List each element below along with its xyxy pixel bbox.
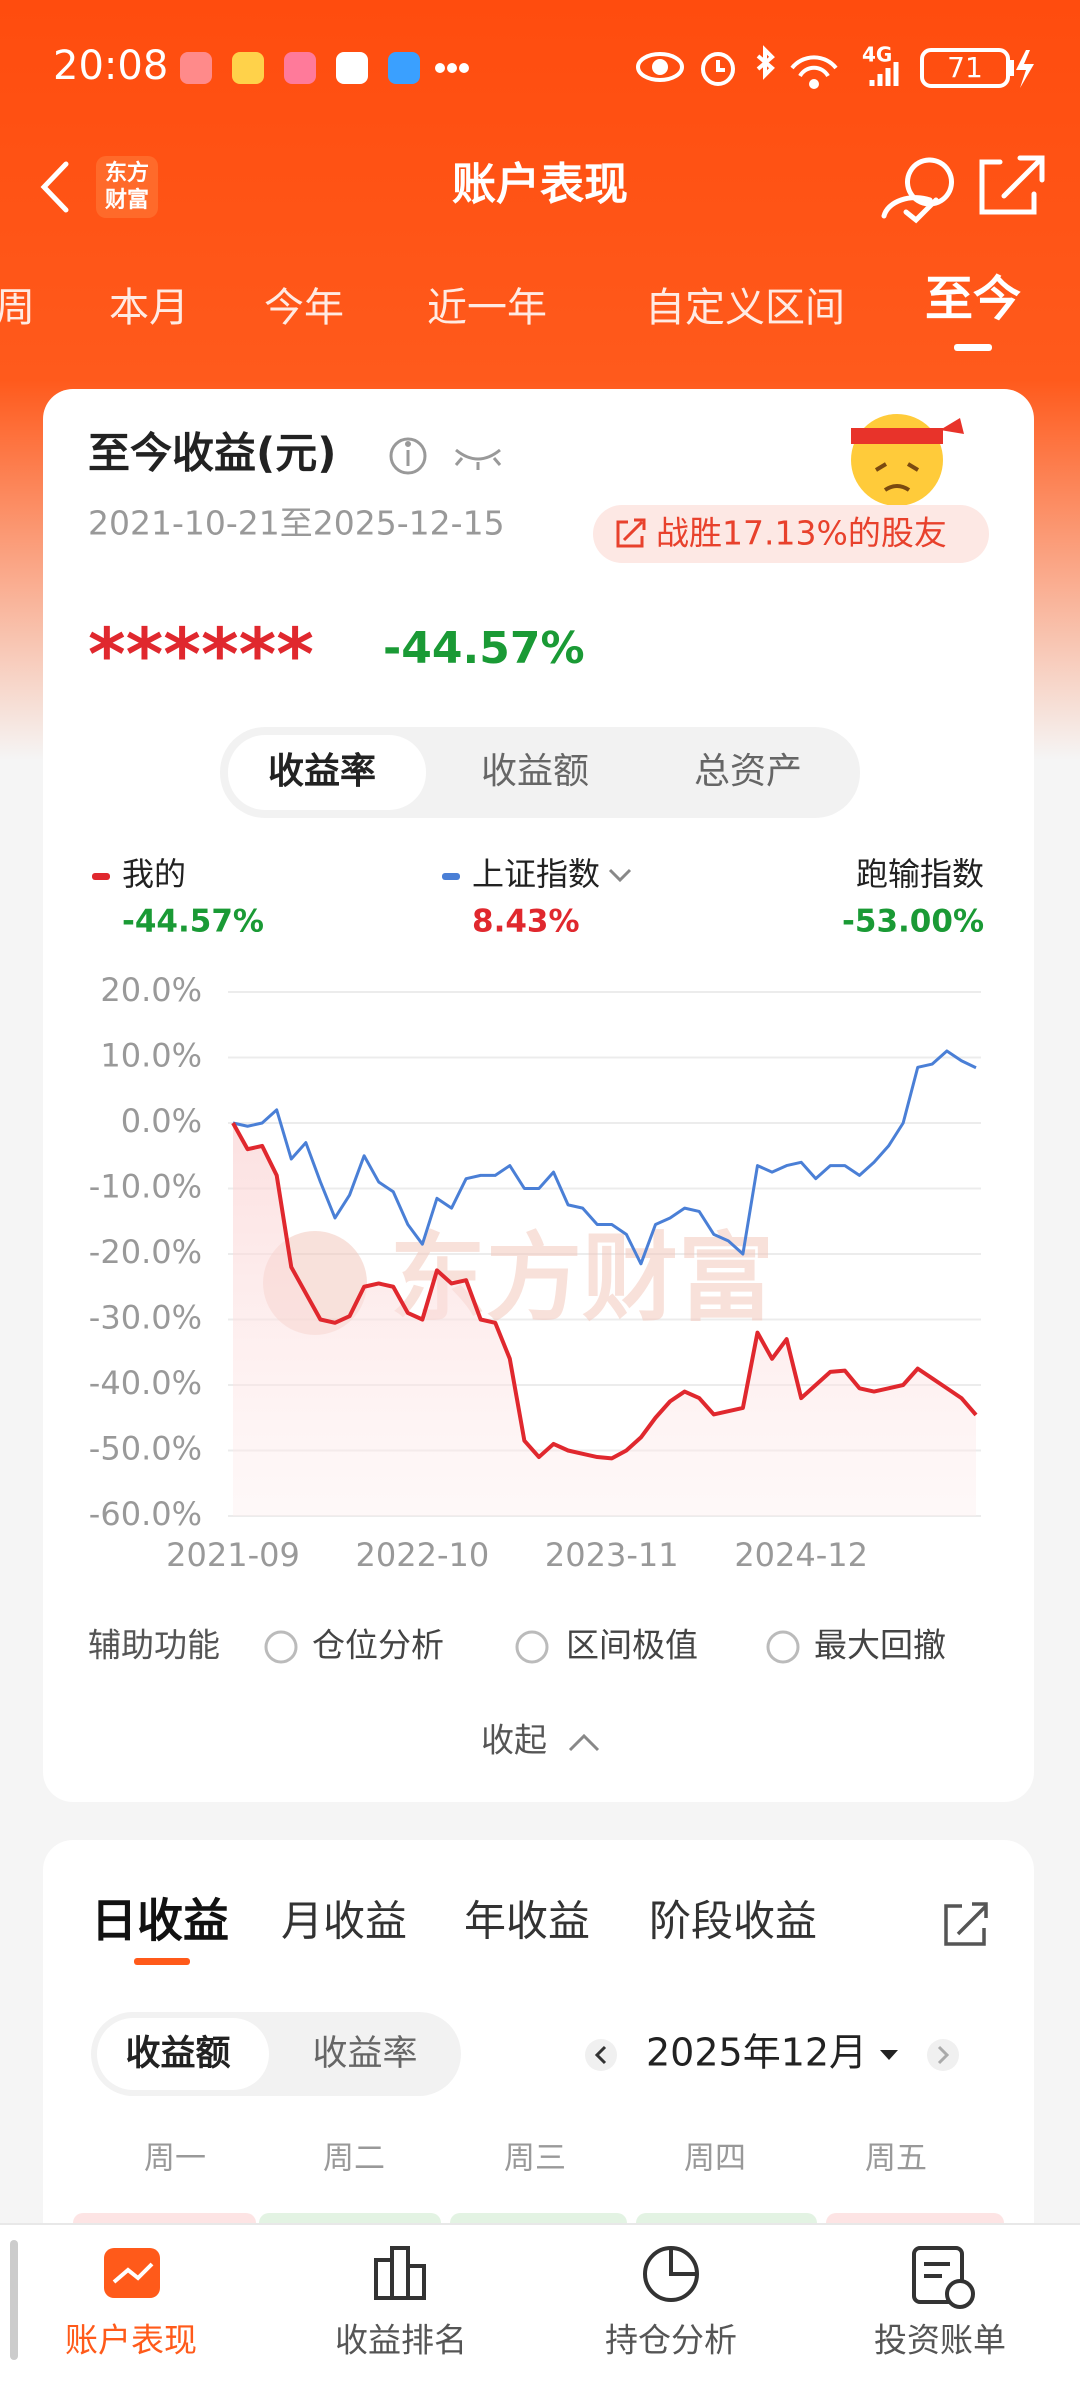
aux-option[interactable]: 仓位分析: [312, 1626, 444, 1665]
share-icon: [616, 518, 646, 548]
dropdown-icon: [608, 868, 632, 883]
tab-underline: [954, 344, 992, 351]
x-tick-label: 2023-11: [545, 1536, 679, 1574]
x-tick-label: 2024-12: [734, 1536, 868, 1574]
aux-option[interactable]: 最大回撤: [814, 1626, 946, 1665]
card-icons: [389, 437, 502, 475]
x-tick-label: 2021-09: [166, 1536, 300, 1574]
income-tab[interactable]: 日收益: [91, 1894, 229, 1948]
month-nav[interactable]: [585, 2039, 959, 2071]
metric-option[interactable]: 总资产: [694, 751, 802, 792]
amount-hidden: ******: [88, 613, 314, 697]
aux-label: 辅助功能: [88, 1626, 220, 1665]
period-tab[interactable]: 本月: [109, 285, 189, 331]
y-tick-label: 20.0%: [100, 971, 202, 1009]
status-time: 20:08: [53, 43, 168, 89]
y-tick-label: -40.0%: [89, 1364, 202, 1402]
legend-swatch: [442, 873, 460, 880]
nav-icons[interactable]: [104, 2246, 975, 2309]
battery-level: 71: [947, 51, 983, 84]
legend-value: -53.00%: [842, 904, 984, 940]
y-tick-label: -30.0%: [89, 1299, 202, 1337]
aux-radios[interactable]: [264, 1630, 800, 1664]
period-tab[interactable]: 自定义区间: [645, 285, 845, 331]
nav-label[interactable]: 投资账单: [874, 2321, 1006, 2360]
x-tick-label: 2022-10: [356, 1536, 490, 1574]
income-option[interactable]: 收益率: [312, 2034, 417, 2074]
period-tab[interactable]: 周: [0, 285, 35, 331]
logo-text: 东方: [105, 160, 149, 186]
scroll-indicator: [10, 2240, 18, 2360]
weekday: 周二: [323, 2141, 385, 2177]
month-label[interactable]: 2025年12月: [646, 2031, 867, 2075]
y-tick-label: -60.0%: [89, 1495, 202, 1533]
nav-label[interactable]: 收益排名: [335, 2321, 467, 2360]
nav-label[interactable]: 账户表现: [65, 2321, 197, 2360]
series-line: [231, 1122, 978, 1461]
beat-text: 战胜17.13%的股友: [656, 514, 947, 553]
card-title: 至今收益(元): [88, 429, 336, 478]
aux-option[interactable]: 区间极值: [566, 1626, 698, 1665]
collapse-icon[interactable]: [568, 1733, 600, 1752]
collapse[interactable]: 收起: [481, 1721, 547, 1760]
period-tab[interactable]: 近一年: [427, 285, 547, 331]
period-tab[interactable]: 今年: [264, 285, 344, 331]
export-icon[interactable]: [944, 1902, 988, 1946]
income-option[interactable]: 收益额: [125, 2034, 230, 2074]
period-tab[interactable]: 至今: [925, 271, 1021, 327]
weekday: 周三: [504, 2141, 566, 2177]
logo-text: 财富: [105, 187, 149, 213]
status-icons: [180, 45, 1034, 89]
network: 4G: [862, 43, 892, 67]
income-tab[interactable]: 年收益: [464, 1897, 590, 1946]
y-tick-label: -10.0%: [89, 1168, 202, 1206]
y-tick-label: 0.0%: [121, 1102, 202, 1140]
weekday: 周四: [684, 2141, 746, 2177]
page-title: 账户表现: [452, 159, 628, 210]
metric-option[interactable]: 收益额: [481, 751, 589, 792]
income-tab[interactable]: 月收益: [281, 1897, 407, 1946]
income-toggle-selected: [97, 2018, 269, 2090]
nav-label[interactable]: 持仓分析: [605, 2321, 737, 2360]
summary-card: [43, 389, 1034, 1802]
header-icons: [40, 155, 1045, 224]
metric-option[interactable]: 收益率: [268, 751, 376, 792]
weekday: 周五: [865, 2141, 927, 2177]
y-tick-label: 10.0%: [100, 1037, 202, 1075]
beat-pill: [593, 505, 989, 563]
income-tab[interactable]: 阶段收益: [649, 1897, 817, 1946]
legend-label: 我的: [122, 855, 186, 893]
y-tick-label: -50.0%: [89, 1430, 202, 1468]
legend-swatch: [92, 873, 110, 880]
legend-label: 上证指数: [472, 855, 600, 893]
logo: [96, 156, 158, 218]
legend-value: 8.43%: [472, 904, 580, 940]
legend-label: 跑输指数: [856, 855, 984, 893]
area-fill: [233, 1123, 976, 1516]
emoji-face: [851, 414, 964, 506]
legend-value: -44.57%: [122, 904, 264, 940]
y-tick-label: -20.0%: [89, 1233, 202, 1271]
bottom-nav: [0, 2224, 1080, 2388]
tab-underline: [134, 1958, 190, 1965]
date-range: 2021-10-21至2025-12-15: [88, 504, 505, 543]
series-line: [232, 1049, 977, 1266]
weekday: 周一: [144, 2141, 206, 2177]
metric-toggle-selected: [228, 735, 426, 810]
total-return: -44.57%: [383, 623, 585, 674]
